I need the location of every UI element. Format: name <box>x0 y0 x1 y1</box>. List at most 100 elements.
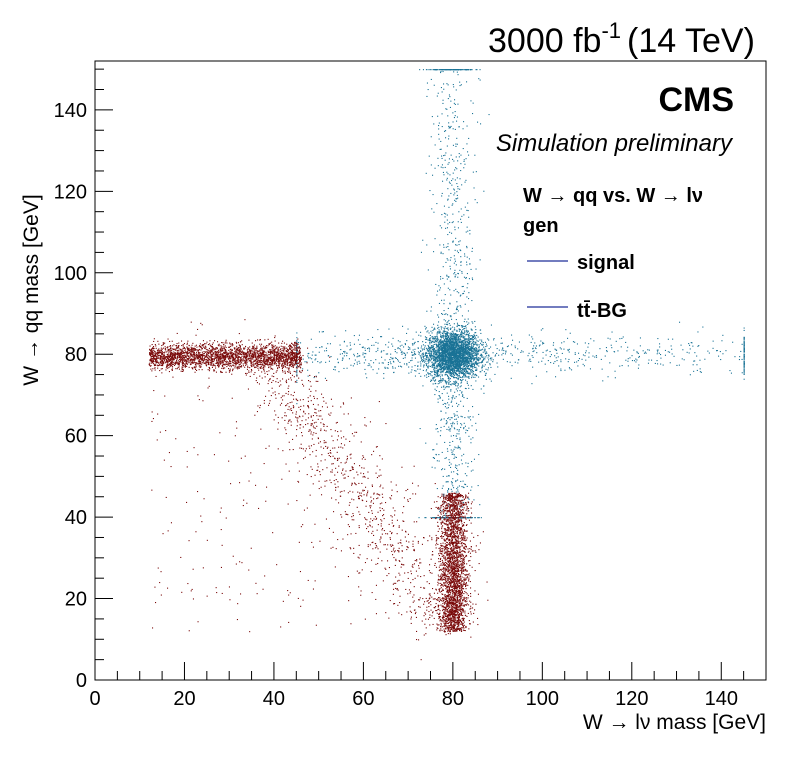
data-point <box>450 294 452 296</box>
data-point <box>446 367 448 369</box>
data-point <box>442 180 444 182</box>
data-point <box>444 468 446 470</box>
data-point <box>359 355 361 357</box>
data-point <box>464 358 466 360</box>
data-point <box>431 358 433 360</box>
data-point <box>408 366 410 368</box>
data-point <box>397 340 399 342</box>
data-point <box>445 457 447 459</box>
data-point <box>550 354 552 356</box>
data-point <box>451 369 453 371</box>
data-point <box>441 355 443 357</box>
data-point <box>448 351 450 353</box>
data-point <box>461 348 463 350</box>
data-point <box>344 352 346 354</box>
data-point <box>436 353 438 355</box>
data-point <box>456 183 458 185</box>
data-point <box>473 343 475 345</box>
data-point <box>456 338 458 340</box>
data-point <box>454 341 456 343</box>
data-point <box>463 361 465 363</box>
data-point <box>460 341 462 343</box>
data-point <box>459 365 461 367</box>
data-point <box>436 428 438 430</box>
data-point <box>423 366 425 368</box>
data-point <box>460 346 462 348</box>
data-point <box>448 363 450 365</box>
data-point <box>457 358 459 360</box>
data-point <box>441 359 443 361</box>
data-point <box>470 355 472 357</box>
data-point <box>465 277 467 279</box>
data-point <box>430 350 432 352</box>
data-point <box>350 364 352 366</box>
data-point <box>460 379 462 381</box>
data-point <box>471 348 473 350</box>
data-point <box>466 352 468 354</box>
data-point <box>420 357 422 359</box>
data-point <box>462 358 464 360</box>
data-point <box>435 371 437 373</box>
data-point <box>428 332 430 334</box>
data-point <box>471 517 473 519</box>
data-point <box>443 330 445 332</box>
data-point <box>473 338 475 340</box>
data-point <box>299 348 301 350</box>
data-point <box>452 478 454 480</box>
data-point <box>468 154 470 156</box>
data-point <box>444 352 446 354</box>
data-point <box>296 332 298 334</box>
data-point <box>456 322 458 324</box>
data-point <box>520 351 522 353</box>
data-point <box>195 362 197 364</box>
data-point <box>456 191 458 193</box>
data-point <box>454 269 456 271</box>
data-point <box>459 362 461 364</box>
data-point <box>443 283 445 285</box>
data-point <box>454 466 456 468</box>
data-point <box>475 351 477 353</box>
data-point <box>471 355 473 357</box>
data-point <box>455 333 457 335</box>
data-point <box>447 350 449 352</box>
data-point <box>449 106 451 108</box>
data-point <box>471 347 473 349</box>
data-point <box>438 395 440 397</box>
data-point <box>470 344 472 346</box>
data-point <box>450 428 452 430</box>
data-point <box>743 364 745 366</box>
data-point <box>476 353 478 355</box>
data-point <box>465 360 467 362</box>
data-point <box>460 335 462 337</box>
data-point <box>471 361 473 363</box>
data-point <box>450 332 452 334</box>
data-point <box>449 344 451 346</box>
data-point <box>743 372 745 374</box>
data-point <box>447 338 449 340</box>
data-point <box>454 272 456 274</box>
data-point <box>181 340 183 342</box>
data-point <box>463 276 465 278</box>
data-point <box>459 446 461 448</box>
data-point <box>470 371 472 373</box>
data-point <box>439 360 441 362</box>
data-point <box>446 348 448 350</box>
data-point <box>463 354 465 356</box>
data-point <box>443 69 445 71</box>
data-point <box>449 441 451 443</box>
data-point <box>458 359 460 361</box>
data-point <box>503 350 505 352</box>
data-point <box>453 376 455 378</box>
data-point <box>448 488 450 490</box>
data-point <box>457 486 459 488</box>
data-point <box>458 241 460 243</box>
data-point <box>446 369 448 371</box>
data-point <box>452 396 454 398</box>
data-point <box>471 371 473 373</box>
data-point <box>451 356 453 358</box>
data-point <box>458 211 460 213</box>
data-point <box>441 354 443 356</box>
data-point <box>568 367 570 369</box>
data-point <box>448 345 450 347</box>
data-point <box>444 341 446 343</box>
